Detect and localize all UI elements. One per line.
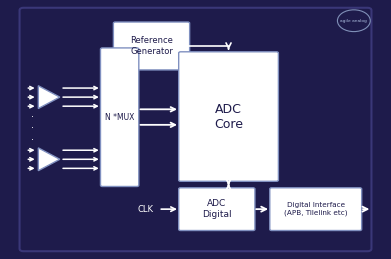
Text: agile analog: agile analog xyxy=(341,19,367,23)
Polygon shape xyxy=(38,148,60,171)
Polygon shape xyxy=(38,86,60,109)
Text: N *MUX: N *MUX xyxy=(105,113,135,122)
Text: Digital Interface
(APB, Tilelink etc): Digital Interface (APB, Tilelink etc) xyxy=(284,202,348,216)
Text: Reference
Generator: Reference Generator xyxy=(130,36,173,56)
FancyBboxPatch shape xyxy=(179,188,255,231)
Text: ADC
Core: ADC Core xyxy=(214,103,243,131)
FancyBboxPatch shape xyxy=(270,188,362,231)
Text: ·
·
·: · · · xyxy=(30,112,34,145)
FancyBboxPatch shape xyxy=(179,52,278,181)
Text: CLK: CLK xyxy=(138,205,154,214)
Text: ADC
Digital: ADC Digital xyxy=(202,199,231,219)
FancyBboxPatch shape xyxy=(113,22,190,70)
FancyBboxPatch shape xyxy=(100,48,139,186)
